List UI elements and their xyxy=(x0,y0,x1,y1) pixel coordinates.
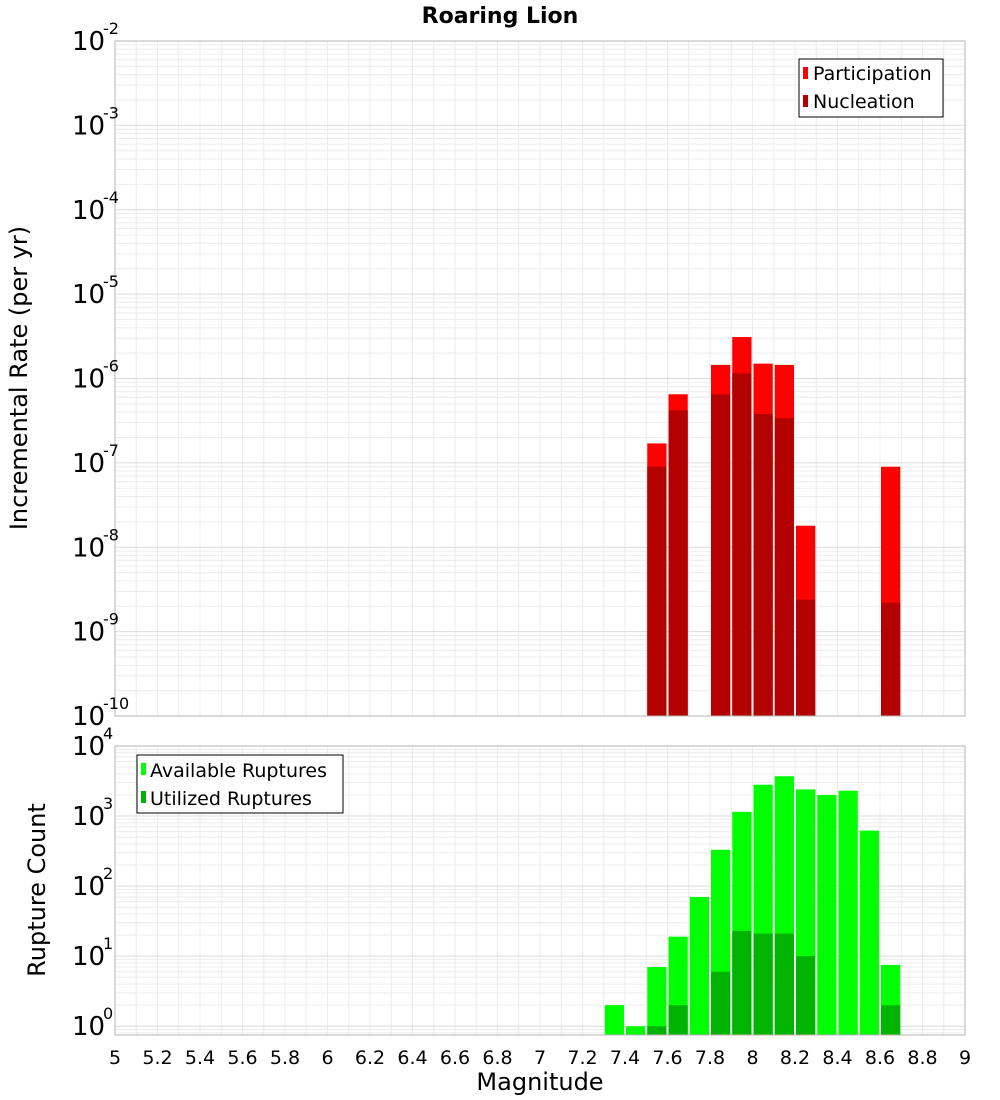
legend-utilized-ruptures-label: Utilized Ruptures xyxy=(150,788,312,810)
x-tick-label: 8.8 xyxy=(907,1047,937,1069)
rate-y-tick-label: 10 xyxy=(72,365,105,395)
rate-y-tick-exponent: -8 xyxy=(103,525,119,544)
rate-plot-frame xyxy=(114,40,966,717)
rate-y-axis-label: Incremental Rate (per yr) xyxy=(5,226,33,530)
x-tick-label: 5.8 xyxy=(270,1047,300,1069)
rate-y-tick-label: 10 xyxy=(72,280,105,310)
legend-nucleation-label: Nucleation xyxy=(813,91,915,113)
rate-y-tick-exponent: -3 xyxy=(103,103,119,122)
x-axis-label: Magnitude xyxy=(476,1068,603,1096)
legend-utilized-ruptures-swatch xyxy=(141,791,146,803)
nucleation-bar xyxy=(711,394,731,716)
available-ruptures-bar xyxy=(647,967,667,1035)
rupture-y-axis-label: Rupture Count xyxy=(23,803,51,977)
magnitude-x-ticks: 5 5.2 5.4 5.6 5.8 6 6.2 6.4 6.6 6.8 7 7.2 7.4 7.6 7.8 8… xyxy=(109,1047,971,1069)
rupture-y-tick-label: 10 xyxy=(72,732,105,762)
x-tick-label: 5.6 xyxy=(227,1047,257,1069)
x-tick-label: 9 xyxy=(959,1047,971,1069)
rate-y-tick-exponent: -2 xyxy=(103,19,119,38)
rate-y-tick-label: 10 xyxy=(72,111,105,141)
x-tick-label: 7.8 xyxy=(695,1047,725,1069)
rate-y-tick-label: 10 xyxy=(72,618,105,648)
rupture-plot-frame xyxy=(114,745,966,1036)
rupture-y-tick-exponent: 4 xyxy=(103,724,113,743)
x-tick-label: 7.6 xyxy=(652,1047,682,1069)
nucleation-bar xyxy=(647,466,667,716)
x-tick-label: 7 xyxy=(534,1047,546,1069)
rate-y-tick-exponent: -6 xyxy=(103,357,119,376)
utilized-ruptures-bar xyxy=(647,1026,667,1035)
utilized-ruptures-bar xyxy=(796,956,816,1035)
rate-y-tick-exponent: -5 xyxy=(103,272,119,291)
utilized-ruptures-bar xyxy=(732,930,752,1035)
x-tick-label: 6 xyxy=(321,1047,333,1069)
x-tick-label: 5 xyxy=(109,1047,121,1069)
rate-y-tick-label: 10 xyxy=(72,196,105,226)
rate-y-tick-exponent: -7 xyxy=(103,441,119,460)
rupture-y-tick-exponent: 2 xyxy=(103,864,113,883)
rupture-y-tick-exponent: 1 xyxy=(103,934,113,953)
available-ruptures-bar xyxy=(604,1005,624,1035)
available-ruptures-bar xyxy=(817,794,837,1035)
rate-legend: Participation Nucleation xyxy=(798,58,944,118)
nucleation-bar xyxy=(796,599,816,716)
x-tick-label: 8 xyxy=(746,1047,758,1069)
nucleation-bar xyxy=(668,410,688,716)
rupture-legend-box xyxy=(136,754,344,814)
x-tick-label: 7.4 xyxy=(610,1047,640,1069)
rate-y-tick-exponent: -9 xyxy=(103,610,119,629)
available-ruptures-bar xyxy=(689,896,709,1035)
rupture-legend: Available Ruptures Utilized Ruptures xyxy=(136,754,344,814)
legend-participation-label: Participation xyxy=(813,63,932,85)
rate-gridlines xyxy=(114,40,966,717)
utilized-ruptures-bar xyxy=(774,933,794,1035)
nucleation-bar xyxy=(753,413,773,716)
x-tick-label: 8.4 xyxy=(822,1047,852,1069)
legend-nucleation-swatch xyxy=(803,95,808,107)
rate-y-tick-label: 10 xyxy=(72,702,105,732)
legend-available-ruptures-label: Available Ruptures xyxy=(150,760,327,782)
x-tick-label: 6.8 xyxy=(482,1047,512,1069)
rupture-bars xyxy=(604,776,901,1035)
available-ruptures-bar xyxy=(838,790,858,1035)
legend-available-ruptures-swatch xyxy=(141,763,146,775)
rate-y-tick-exponent: -10 xyxy=(103,694,129,713)
utilized-ruptures-bar xyxy=(881,1005,901,1035)
x-tick-label: 7.2 xyxy=(567,1047,597,1069)
rate-y-tick-label: 10 xyxy=(72,449,105,479)
rupture-y-tick-label: 10 xyxy=(72,872,105,902)
available-ruptures-bar xyxy=(859,830,879,1035)
x-tick-label: 5.2 xyxy=(142,1047,172,1069)
utilized-ruptures-bar xyxy=(668,1005,688,1035)
rupture-y-tick-label: 10 xyxy=(72,942,105,972)
x-tick-label: 6.6 xyxy=(440,1047,470,1069)
utilized-ruptures-bar xyxy=(711,971,731,1035)
rate-legend-box xyxy=(798,58,944,118)
available-ruptures-bar xyxy=(626,1026,646,1035)
legend-participation-swatch xyxy=(803,67,808,79)
rate-y-tick-label: 10 xyxy=(72,27,105,57)
x-tick-label: 8.2 xyxy=(780,1047,810,1069)
x-tick-label: 8.6 xyxy=(865,1047,895,1069)
nucleation-bar xyxy=(774,418,794,716)
utilized-ruptures-bar xyxy=(753,933,773,1035)
x-tick-label: 5.4 xyxy=(185,1047,215,1069)
rupture-y-tick-label: 10 xyxy=(72,802,105,832)
nucleation-bar xyxy=(732,373,752,716)
x-tick-label: 6.2 xyxy=(355,1047,385,1069)
rupture-y-tick-label: 10 xyxy=(72,1012,105,1042)
rate-y-tick-exponent: -4 xyxy=(103,188,119,207)
x-tick-label: 6.4 xyxy=(397,1047,427,1069)
nucleation-bar xyxy=(881,602,901,716)
chart-title: Roaring Lion xyxy=(422,4,579,29)
rate-y-tick-label: 10 xyxy=(72,533,105,563)
rupture-y-tick-exponent: 3 xyxy=(103,794,113,813)
rupture-y-tick-exponent: 0 xyxy=(103,1004,113,1023)
rate-bars xyxy=(647,337,901,716)
